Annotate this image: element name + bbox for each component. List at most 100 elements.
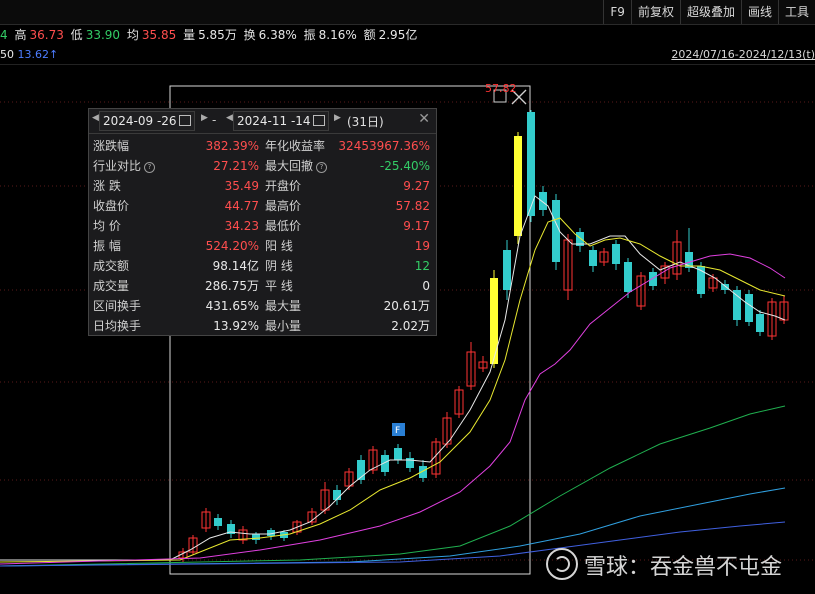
candle-body (227, 524, 235, 534)
snowball-logo-icon (546, 548, 578, 580)
end-date-picker[interactable]: 2024-11 -14 (233, 111, 329, 131)
super-overlay-button[interactable]: 超级叠加 (679, 0, 741, 24)
end-date-next-icon[interactable]: ▶ (334, 113, 341, 123)
candle-body (503, 250, 511, 290)
start-date-picker[interactable]: 2024-09 -26 (99, 111, 195, 131)
candle-body (431, 441, 441, 475)
stat-label: 年化收益率 (265, 139, 326, 153)
volume-value: 5.85万 (198, 28, 237, 42)
stat-label: 阳 线 (265, 239, 293, 253)
stat-value: 20.61万 (383, 299, 430, 313)
forward-adjust-button[interactable]: 前复权 (630, 0, 680, 24)
day-count: (31日) (347, 115, 384, 129)
stat-label: 最低价 (265, 219, 302, 233)
candle-body (267, 530, 275, 536)
quote-info-row: 4 高 36.73 低 33.90 均 35.85 量 5.85万 换 6.38% 振 8.… (0, 24, 815, 46)
candle-body (660, 265, 670, 279)
candle-body (767, 301, 777, 337)
ma-blue-line (0, 521, 786, 567)
stat-label: 阴 线 (265, 259, 293, 273)
end-date-prev-icon[interactable]: ◀ (226, 113, 233, 123)
candle-body (454, 389, 464, 415)
stat-label: 最大回撤? (265, 156, 328, 176)
candle-body (576, 232, 584, 246)
calendar-icon (178, 115, 191, 126)
candle-body (344, 471, 354, 487)
stat-value: 524.20% (205, 239, 259, 253)
top-toolbar: F9 前复权 超级叠加 画线 工具 (0, 0, 815, 25)
candle-body (589, 250, 597, 266)
amount-label: 额 (363, 28, 376, 42)
stat-label: 涨跌幅 (93, 139, 130, 153)
ma-yellow-line (0, 217, 786, 563)
popup-header: ◀ 2024-09 -26 ▶ - ◀ 2024-11 -14 ▶ (31日) … (89, 109, 436, 134)
stat-label: 成交量 (93, 279, 130, 293)
candle-body (745, 294, 753, 322)
stat-value: 19 (414, 239, 430, 253)
maximize-icon (493, 89, 507, 103)
event-marker-icon (392, 423, 405, 436)
candle-body (612, 244, 620, 264)
stat-value: 286.75万 (205, 279, 259, 293)
stat-value: 2.02万 (391, 319, 430, 333)
stat-label: 平 线 (265, 279, 293, 293)
stat-value: 12 (414, 259, 430, 273)
stat-label: 涨 跌 (93, 179, 121, 193)
candle-body (552, 200, 560, 262)
candle-body (238, 529, 248, 541)
candle-body (685, 252, 693, 268)
ma-white-line (0, 195, 786, 561)
candle-body (478, 361, 488, 369)
candle-body (406, 458, 414, 468)
stat-value: 44.77 (224, 199, 259, 213)
stat-label: 行业对比? (93, 156, 156, 176)
f9-button[interactable]: F9 (603, 0, 631, 24)
help-icon[interactable]: ? (316, 162, 328, 173)
low-value: 33.90 (85, 28, 121, 42)
candle-body (381, 455, 389, 472)
stat-value: -25.40% (379, 159, 430, 173)
ma-magenta-line (0, 253, 786, 565)
stat-value: 0 (422, 279, 430, 293)
candlestick-chart[interactable]: 57.82 F (0, 64, 815, 594)
candle-body (697, 266, 705, 294)
stat-value: 35.49 (224, 179, 259, 193)
indicator-row: 50 13.62↑ 2024/07/16-2024/12/13(t) (0, 46, 815, 65)
stat-label: 收盘价 (93, 199, 130, 213)
candle-body (636, 275, 646, 307)
candle-body (708, 277, 718, 289)
candle-body (733, 290, 741, 320)
date-range-link[interactable]: 2024/07/16-2024/12/13(t) (671, 48, 815, 61)
high-label: 高 (14, 28, 27, 42)
stat-label: 区间换手 (93, 299, 142, 313)
stat-label: 最大量 (265, 299, 302, 313)
candle-body (539, 192, 547, 210)
stat-value: 431.65% (205, 299, 259, 313)
stat-value: 27.21% (213, 159, 259, 173)
stat-value: 9.27 (403, 179, 430, 193)
quote-lead: 4 (0, 28, 8, 42)
amplitude-value: 8.16% (318, 28, 357, 42)
range-stats-popup: ◀ 2024-09 -26 ▶ - ◀ 2024-11 -14 ▶ (31日) … (88, 108, 437, 336)
help-icon[interactable]: ? (144, 162, 156, 173)
candle-body (368, 449, 378, 471)
candle-body (394, 448, 402, 460)
start-date-next-icon[interactable]: ▶ (201, 113, 208, 123)
stat-label: 日均换手 (93, 319, 142, 333)
tools-button[interactable]: 工具 (777, 0, 815, 24)
ma-cyan-line (0, 487, 786, 567)
draw-line-button[interactable]: 画线 (740, 0, 778, 24)
start-date-prev-icon[interactable]: ◀ (92, 113, 99, 123)
candle-body (466, 351, 476, 387)
close-icon[interactable]: ✕ (418, 111, 430, 127)
amplitude-label: 振 (303, 28, 316, 42)
stat-label: 成交额 (93, 259, 130, 273)
watermark-author: 吞金兽不屯金 (650, 555, 783, 580)
candle-body (333, 490, 341, 500)
candle-body (672, 241, 682, 275)
turnover-value: 6.38% (258, 28, 297, 42)
candle-body (214, 518, 222, 526)
stat-value: 57.82 (395, 199, 430, 213)
stat-value: 9.17 (403, 219, 430, 233)
watermark: 雪球：吞金兽不屯金 (546, 548, 782, 586)
